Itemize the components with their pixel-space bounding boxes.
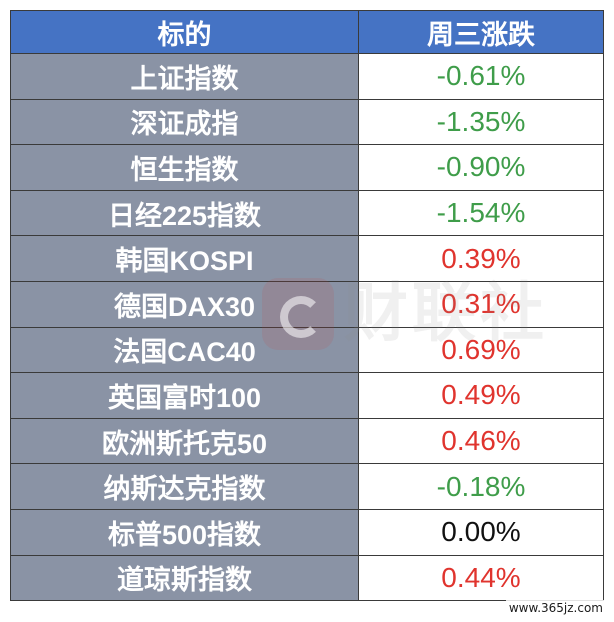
- header-instrument: 标的: [10, 10, 359, 54]
- change-value: 0.44%: [358, 554, 604, 602]
- change-value: -1.54%: [358, 189, 604, 237]
- table-row: 上证指数 -0.61%: [10, 53, 604, 100]
- table-row: 恒生指数 -0.90%: [10, 144, 604, 191]
- table-row: 标普500指数 0.00%: [10, 508, 604, 556]
- table-row: 德国DAX30 0.31%: [10, 280, 604, 328]
- change-value: -0.90%: [358, 144, 604, 191]
- change-value: 0.39%: [358, 235, 604, 282]
- instrument-name: 恒生指数: [10, 144, 359, 191]
- instrument-name: 标普500指数: [10, 508, 359, 556]
- change-value: 0.49%: [358, 372, 604, 419]
- table-row: 韩国KOSPI 0.39%: [10, 235, 604, 282]
- instrument-name: 道琼斯指数: [10, 554, 359, 602]
- instrument-name: 欧洲斯托克50: [10, 417, 359, 465]
- instrument-name: 韩国KOSPI: [10, 235, 359, 282]
- instrument-name: 纳斯达克指数: [10, 463, 359, 510]
- table-row: 深证成指 -1.35%: [10, 98, 604, 146]
- table-row: 欧洲斯托克50 0.46%: [10, 417, 604, 465]
- table-row: 纳斯达克指数 -0.18%: [10, 463, 604, 510]
- header-wednesday-change: 周三涨跌: [358, 10, 604, 54]
- change-value: -0.61%: [358, 53, 604, 100]
- change-value: 0.69%: [358, 326, 604, 374]
- change-value: 0.46%: [358, 417, 604, 465]
- instrument-name: 法国CAC40: [10, 326, 359, 374]
- table-header-row: 标的 周三涨跌: [10, 10, 604, 54]
- change-value: -1.35%: [358, 98, 604, 146]
- table-row: 英国富时100 0.49%: [10, 372, 604, 419]
- table-row: 法国CAC40 0.69%: [10, 326, 604, 374]
- table-row: 日经225指数 -1.54%: [10, 189, 604, 237]
- change-value: 0.00%: [358, 508, 604, 556]
- table-row: 道琼斯指数 0.44%: [10, 554, 604, 602]
- market-change-table: 标的 周三涨跌 上证指数 -0.61% 深证成指 -1.35% 恒生指数 -0.…: [10, 10, 604, 602]
- instrument-name: 德国DAX30: [10, 280, 359, 328]
- instrument-name: 深证成指: [10, 98, 359, 146]
- instrument-name: 上证指数: [10, 53, 359, 100]
- change-value: -0.18%: [358, 463, 604, 510]
- site-url-watermark: www.365jz.com: [505, 600, 606, 616]
- instrument-name: 英国富时100: [10, 372, 359, 419]
- change-value: 0.31%: [358, 280, 604, 328]
- instrument-name: 日经225指数: [10, 189, 359, 237]
